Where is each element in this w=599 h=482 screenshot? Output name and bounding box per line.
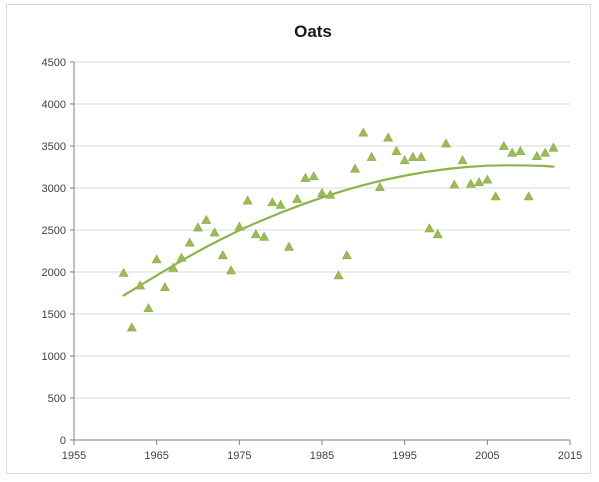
data-point-triangle	[399, 155, 410, 165]
y-tick-label: 1000	[42, 351, 66, 363]
x-tick-label: 1955	[62, 450, 86, 462]
x-tick-label: 2005	[475, 450, 499, 462]
data-point-triangle	[457, 155, 468, 165]
data-point-triangle	[391, 145, 402, 155]
data-point-triangle	[275, 199, 286, 209]
data-point-triangle	[523, 191, 534, 201]
y-tick-label: 4500	[42, 57, 66, 69]
data-point-triangle	[292, 193, 303, 203]
data-points	[118, 127, 559, 332]
data-point-triangle	[507, 147, 518, 157]
data-point-triangle	[300, 172, 311, 182]
chart-area: Oats 0 500 1000 1500 2000 2500 3000 3500 4000 450…	[6, 4, 591, 474]
x-tick-label: 1975	[227, 450, 251, 462]
data-point-triangle	[449, 179, 460, 189]
data-point-triangle	[143, 303, 154, 313]
data-point-triangle	[383, 132, 394, 142]
data-point-triangle	[333, 270, 344, 280]
data-point-triangle	[366, 151, 377, 161]
data-point-triangle	[201, 214, 212, 224]
data-point-triangle	[325, 189, 336, 199]
data-point-triangle	[490, 191, 501, 201]
data-point-triangle	[540, 147, 551, 157]
gridlines	[74, 61, 570, 399]
data-point-triangle	[176, 252, 187, 262]
y-tick-label: 3500	[42, 141, 66, 153]
data-point-triangle	[407, 151, 418, 161]
data-point-triangle	[250, 229, 261, 239]
data-point-triangle	[234, 221, 245, 231]
y-tick-label: 0	[60, 435, 66, 447]
y-tick-label: 4000	[42, 99, 66, 111]
data-point-triangle	[217, 250, 228, 260]
data-point-triangle	[259, 231, 270, 241]
tick-labels: 0 500 1000 1500 2000 2500 3000 3500 4000 4500 1955…	[42, 57, 583, 462]
data-point-triangle	[465, 178, 476, 188]
data-point-triangle	[192, 222, 204, 232]
x-tick-label: 1995	[392, 450, 416, 462]
y-tick-label: 3000	[42, 183, 66, 195]
data-point-triangle	[159, 282, 170, 292]
data-point-triangle	[531, 150, 542, 160]
y-tick-label: 2000	[42, 267, 66, 279]
y-tick-label: 500	[48, 393, 66, 405]
data-point-triangle	[341, 250, 352, 260]
data-point-triangle	[184, 237, 195, 247]
data-point-triangle	[498, 140, 509, 150]
data-point-triangle	[209, 227, 220, 237]
x-tick-label: 1965	[144, 450, 168, 462]
data-point-triangle	[548, 142, 559, 152]
oats-scatter-chart: Oats 0 500 1000 1500 2000 2500 3000 3500 4000 450…	[42, 22, 583, 462]
trendline	[122, 164, 555, 297]
x-tick-label: 2015	[558, 450, 582, 462]
data-point-triangle	[242, 195, 253, 205]
data-point-triangle	[482, 174, 493, 184]
y-tick-label: 1500	[42, 309, 66, 321]
data-point-triangle	[440, 138, 452, 148]
data-point-triangle	[316, 187, 328, 197]
data-point-triangle	[126, 322, 137, 332]
data-point-triangle	[474, 177, 485, 187]
data-point-triangle	[135, 280, 146, 290]
data-point-triangle	[432, 229, 443, 239]
data-point-triangle	[226, 265, 237, 275]
axes	[70, 61, 571, 445]
y-tick-label: 2500	[42, 225, 66, 237]
data-point-triangle	[168, 262, 179, 272]
data-point-triangle	[350, 163, 361, 173]
data-point-triangle	[416, 151, 427, 161]
data-point-triangle	[358, 127, 369, 137]
data-point-triangle	[151, 254, 162, 264]
data-point-triangle	[283, 241, 294, 251]
trendline-group	[122, 164, 555, 297]
data-point-triangle	[267, 197, 278, 207]
data-point-triangle	[515, 145, 526, 155]
data-point-triangle	[424, 223, 435, 233]
chart-title: Oats	[294, 22, 332, 41]
x-tick-label: 1985	[310, 450, 334, 462]
data-point-triangle	[374, 182, 385, 192]
data-point-triangle	[118, 267, 129, 277]
data-point-triangle	[308, 171, 319, 181]
